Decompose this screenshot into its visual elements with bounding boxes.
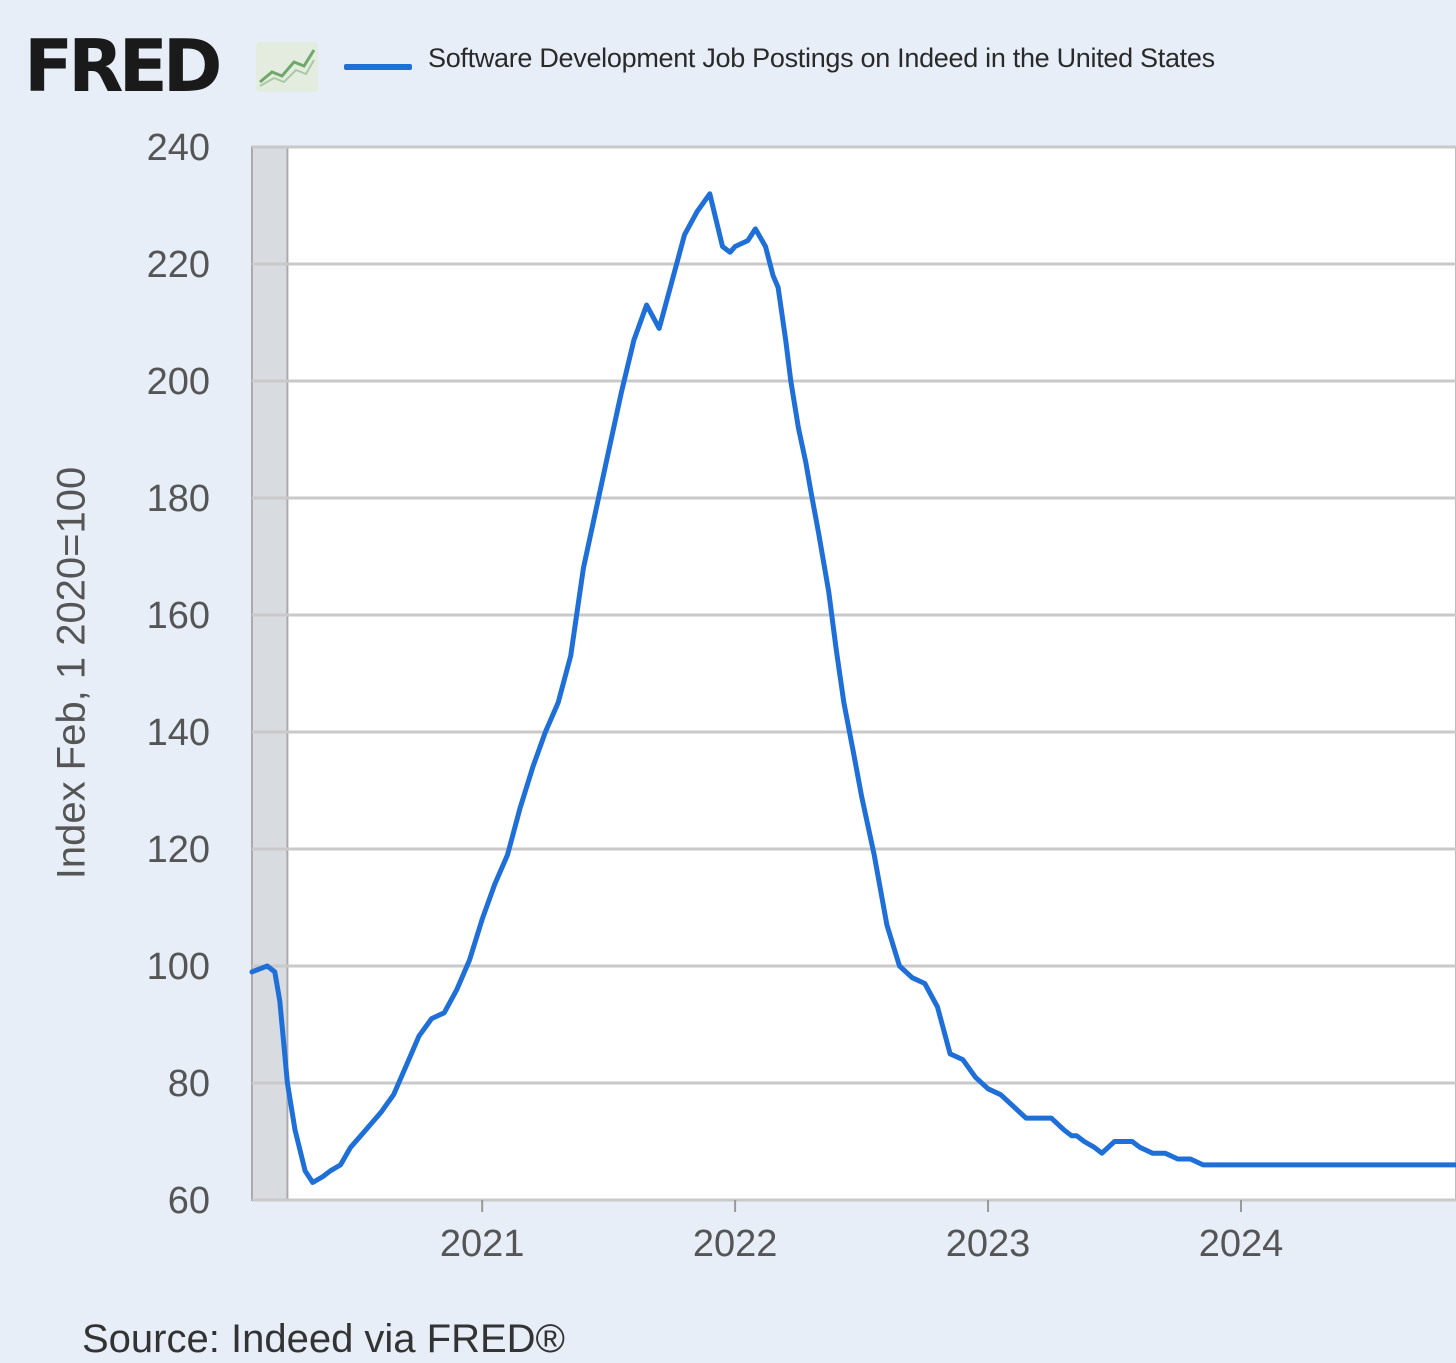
y-tick-label: 200 [147, 361, 210, 403]
x-axis-ticks: 2021 2022 2023 2024 [440, 1200, 1283, 1265]
series-line [249, 191, 1456, 1185]
y-tick-label: 120 [147, 829, 210, 871]
y-axis-ticks: 60 80 100 120 140 160 180 200 220 240 [147, 127, 210, 1222]
y-tick-label: 180 [147, 478, 210, 520]
plot-area [251, 146, 1456, 1201]
x-tick-label: 2022 [693, 1223, 778, 1265]
y-tick-label: 80 [168, 1063, 210, 1105]
x-tick-label: 2021 [440, 1223, 525, 1265]
x-tick-label: 2024 [1199, 1223, 1284, 1265]
trend-chart-icon [256, 42, 318, 97]
y-tick-label: 160 [147, 595, 210, 637]
legend-swatch [344, 64, 412, 70]
source-note: Source: Indeed via FRED® [82, 1317, 566, 1361]
y-tick-label: 220 [147, 244, 210, 286]
y-tick-label: 240 [147, 127, 210, 169]
fred-logo: FRED [24, 24, 223, 108]
y-tick-label: 140 [147, 712, 210, 754]
x-tick-label: 2023 [946, 1223, 1031, 1265]
recession-band [251, 146, 289, 1201]
y-tick-label: 60 [168, 1180, 210, 1222]
grid-lines [252, 145, 1456, 1202]
y-tick-label: 100 [147, 946, 210, 988]
legend-label: Software Development Job Postings on Ind… [428, 43, 1215, 73]
y-axis-title: Index Feb, 1 2020=100 [49, 466, 94, 880]
